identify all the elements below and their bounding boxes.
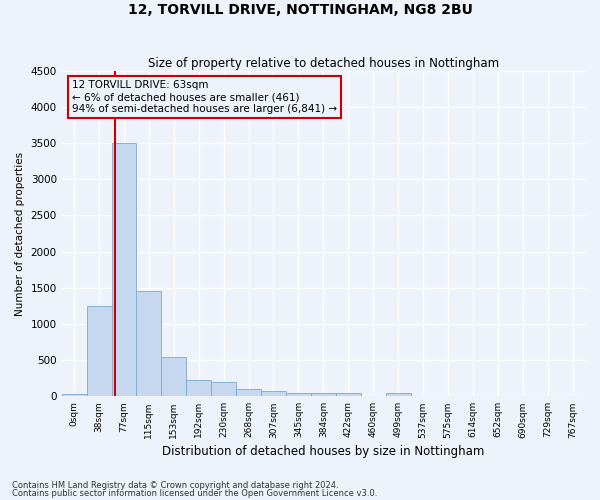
Bar	[161, 356, 186, 397]
Text: 12, TORVILL DRIVE, NOTTINGHAM, NG8 2BU: 12, TORVILL DRIVE, NOTTINGHAM, NG8 2BU	[128, 2, 472, 16]
Text: Contains public sector information licensed under the Open Government Licence v3: Contains public sector information licen…	[12, 489, 377, 498]
Bar	[286, 392, 311, 396]
Bar	[112, 143, 136, 397]
X-axis label: Distribution of detached houses by size in Nottingham: Distribution of detached houses by size …	[162, 444, 485, 458]
Bar	[336, 392, 361, 396]
Bar	[86, 306, 112, 396]
Bar	[211, 382, 236, 396]
Bar	[62, 394, 86, 396]
Text: 12 TORVILL DRIVE: 63sqm
← 6% of detached houses are smaller (461)
94% of semi-de: 12 TORVILL DRIVE: 63sqm ← 6% of detached…	[72, 80, 337, 114]
Bar	[261, 390, 286, 396]
Bar	[186, 380, 211, 396]
Bar	[386, 392, 410, 396]
Bar	[236, 389, 261, 396]
Y-axis label: Number of detached properties: Number of detached properties	[15, 152, 25, 316]
Bar	[136, 292, 161, 397]
Title: Size of property relative to detached houses in Nottingham: Size of property relative to detached ho…	[148, 56, 499, 70]
Bar	[311, 392, 336, 396]
Text: Contains HM Land Registry data © Crown copyright and database right 2024.: Contains HM Land Registry data © Crown c…	[12, 480, 338, 490]
